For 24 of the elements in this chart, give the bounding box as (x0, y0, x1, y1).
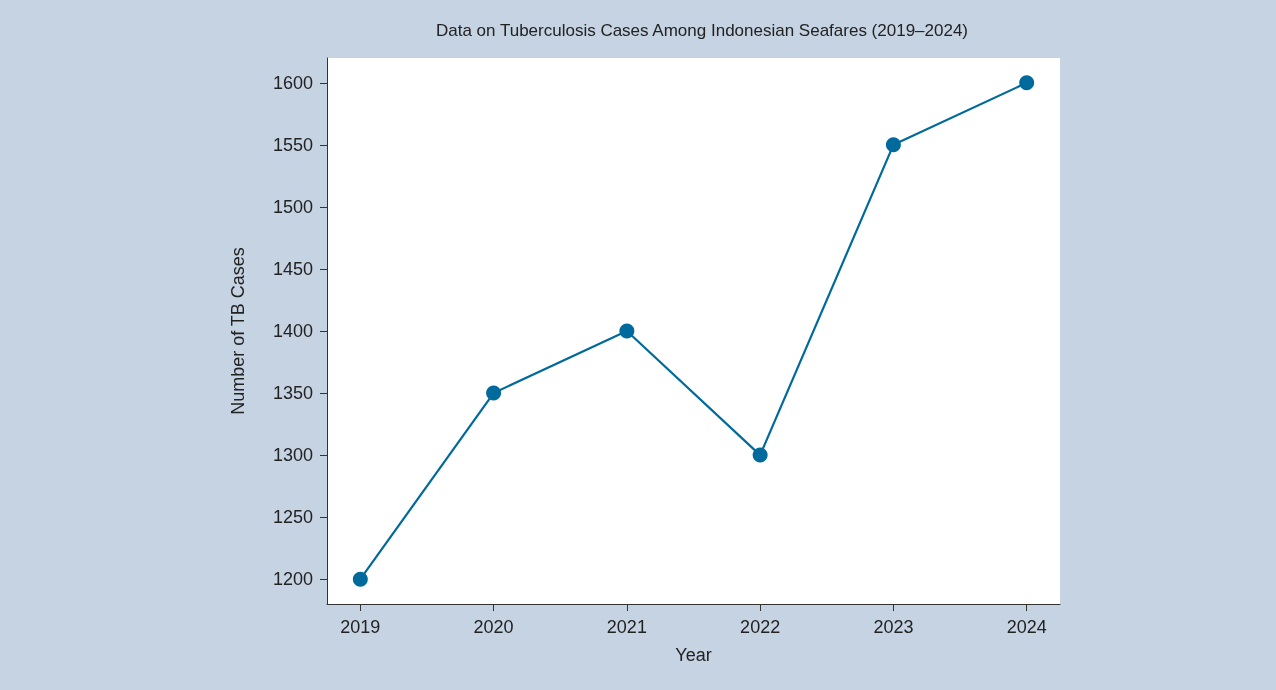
y-tick-label: 1600 (272, 72, 313, 93)
y-tick-label: 1500 (272, 196, 313, 217)
point (352, 571, 368, 587)
x-tick-label: 2023 (873, 617, 914, 637)
x-tick-label: 2019 (340, 617, 381, 637)
point (752, 447, 768, 463)
y-tick-label: 1250 (272, 507, 313, 528)
y-tick-label: 1300 (272, 445, 313, 466)
x-tick-label: 2020 (473, 617, 514, 637)
x-tick-label: 2022 (740, 617, 781, 637)
y-tick-label: 1200 (272, 569, 313, 590)
point (1019, 75, 1035, 91)
point (885, 137, 901, 153)
chart-title: Data on Tuberculosis Cases Among Indonesian Seafares (2019–2024) (435, 21, 969, 40)
point (486, 385, 502, 401)
y-tick-label: 1350 (272, 383, 313, 404)
y-axis-title: Number of TB Cases (228, 247, 248, 415)
point (619, 323, 635, 339)
y-tick-label: 1450 (272, 258, 313, 279)
y-tick-label: 1400 (272, 321, 313, 341)
y-tick-label: 1550 (272, 134, 313, 155)
x-axis-title: Year (675, 645, 712, 665)
x-tick-label: 2024 (1006, 617, 1047, 637)
x-tick-label: 2021 (606, 617, 647, 637)
